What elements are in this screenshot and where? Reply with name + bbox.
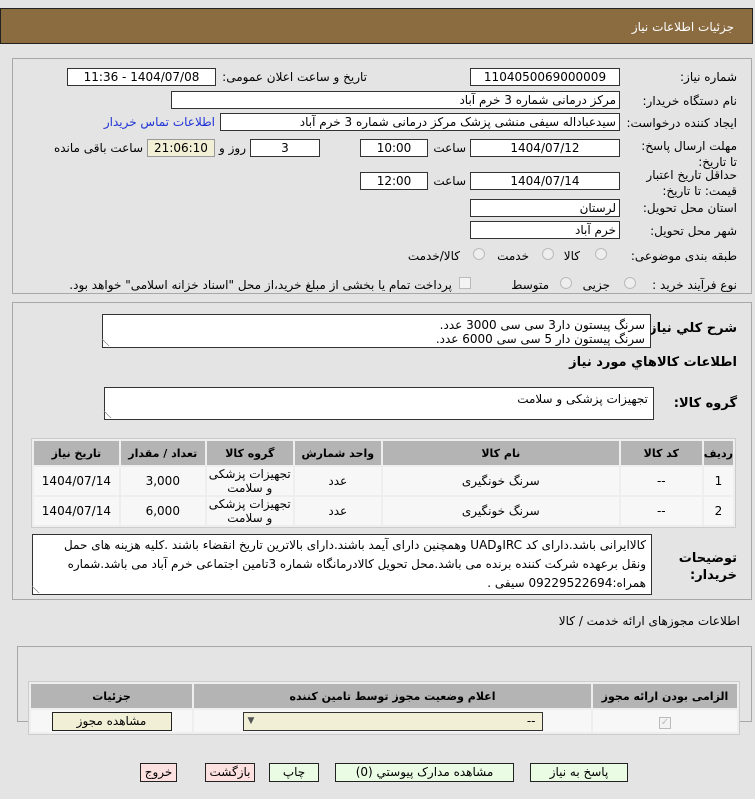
back-button[interactable]: بازگشت bbox=[205, 763, 255, 782]
desc-textarea[interactable]: کالاایرانی باشد.دارای کد IRCوUAD وهمچنین… bbox=[31, 534, 652, 595]
col-header: جزئیات bbox=[31, 684, 192, 708]
page-header: جزئیات اطلاعات نیاز bbox=[0, 8, 753, 44]
desc-label: توضیحات خریدار: bbox=[678, 551, 737, 583]
page-title: جزئیات اطلاعات نیاز bbox=[631, 20, 734, 34]
group-textarea[interactable]: تجهیزات پزشکی و سلامت bbox=[103, 387, 654, 420]
col-header: اعلام وضعیت مجوز توسط تامین کننده bbox=[194, 684, 591, 708]
cell: 6,000 bbox=[120, 497, 205, 525]
deadline-date-field: 1404/07/12 bbox=[470, 139, 620, 157]
process-radio-minor[interactable] bbox=[624, 277, 636, 289]
group-value: تجهیزات پزشکی و سلامت bbox=[517, 392, 648, 406]
need-number-field: 1104050069000009 bbox=[470, 68, 620, 86]
table-row: ✓ -- ▼ مشاهده مجوز bbox=[31, 710, 737, 732]
category-radio-goods-service[interactable] bbox=[473, 248, 485, 260]
details-cell: مشاهده مجوز bbox=[31, 710, 192, 732]
category-option-goods: کالا bbox=[563, 249, 580, 263]
cell: تجهیزات پزشکی و سلامت bbox=[206, 497, 293, 525]
permits-table: الزامی بودن ارائه مجوز اعلام وضعیت مجوز … bbox=[28, 681, 740, 735]
cell: 1 bbox=[703, 467, 733, 495]
table-row: 2 -- سرنگ خونگیری عدد تجهیزات پزشکی و سلامت 6… bbox=[34, 497, 733, 525]
permit-status-select[interactable]: -- ▼ bbox=[242, 711, 543, 731]
buyer-field: مرکز درمانی شماره 3 خرم آباد bbox=[171, 91, 620, 109]
col-header: ردیف bbox=[703, 441, 733, 465]
buyer-contact-link[interactable]: اطلاعات تماس خریدار bbox=[103, 115, 215, 129]
attachments-button[interactable]: مشاهده مدارک پیوستي (0) bbox=[335, 763, 514, 782]
days-field: 3 bbox=[250, 139, 320, 157]
deadline-time-label: ساعت bbox=[433, 141, 466, 155]
group-label: گروه کالا: bbox=[673, 396, 737, 411]
announce-label: تاریخ و ساعت اعلان عمومی: bbox=[222, 70, 367, 84]
resize-grip-icon[interactable] bbox=[31, 586, 46, 593]
remaining-time-field: 21:06:10 bbox=[147, 139, 215, 157]
reply-button[interactable]: پاسخ به نیاز bbox=[530, 763, 628, 782]
goods-table: ردیف کد کالا نام کالا واحد شمارش گروه کا… bbox=[31, 438, 736, 528]
cell: 1404/07/14 bbox=[34, 467, 119, 495]
cell: -- bbox=[620, 497, 702, 525]
cell: 3,000 bbox=[120, 467, 205, 495]
creator-field: سیدعباداله سیفی منشی پزشک مرکز درمانی شم… bbox=[220, 113, 620, 131]
cell: سرنگ خونگیری bbox=[382, 467, 619, 495]
print-button[interactable]: چاپ bbox=[269, 763, 319, 782]
col-header: واحد شمارش bbox=[294, 441, 381, 465]
cell: 2 bbox=[703, 497, 733, 525]
col-header: کد کالا bbox=[620, 441, 702, 465]
cell: عدد bbox=[294, 467, 381, 495]
remaining-label: ساعت باقی مانده bbox=[53, 141, 143, 155]
cell: -- bbox=[620, 467, 702, 495]
process-label: نوع فرآیند خرید : bbox=[652, 278, 737, 292]
validity-label: حداقل تاریخ اعتبار قیمت: تا تاریخ: bbox=[646, 168, 737, 198]
permits-title: اطلاعات مجوزهای ارائه خدمت / کالا bbox=[558, 614, 740, 628]
days-label: روز و bbox=[219, 141, 246, 155]
summary-line: سرنگ پیستون دار 5 سی سی 6000 عدد. bbox=[435, 332, 645, 346]
desc-value: کالاایرانی باشد.دارای کد IRCوUAD وهمچنین… bbox=[63, 538, 646, 590]
view-permit-button[interactable]: مشاهده مجوز bbox=[51, 711, 172, 731]
cell: سرنگ خونگیری bbox=[382, 497, 619, 525]
cell: 1404/07/14 bbox=[34, 497, 119, 525]
validity-time-label: ساعت bbox=[433, 174, 466, 188]
exit-button[interactable]: خروج bbox=[140, 763, 177, 782]
select-value: -- bbox=[526, 713, 536, 728]
process-radio-medium[interactable] bbox=[560, 277, 572, 289]
goods-title: اطلاعات کالاهاي مورد نیاز bbox=[569, 355, 737, 370]
col-header: تاریخ نیاز bbox=[34, 441, 119, 465]
category-option-goods-service: کالا/خدمت bbox=[407, 249, 460, 263]
city-field: خرم آباد bbox=[470, 221, 620, 239]
validity-date-field: 1404/07/14 bbox=[470, 172, 620, 190]
cell: عدد bbox=[294, 497, 381, 525]
category-radio-goods[interactable] bbox=[595, 248, 607, 260]
process-option-minor: جزیی bbox=[582, 278, 610, 292]
validity-time-field: 12:00 bbox=[360, 172, 428, 190]
table-row: 1 -- سرنگ خونگیری عدد تجهیزات پزشکی و سلامت 3… bbox=[34, 467, 733, 495]
category-radio-service[interactable] bbox=[542, 248, 554, 260]
buyer-label: نام دستگاه خریدار: bbox=[642, 94, 738, 108]
payment-checkbox[interactable] bbox=[459, 277, 471, 289]
summary-label: شرح کلي نیاز: bbox=[643, 321, 737, 336]
category-label: طبقه بندی موضوعی: bbox=[630, 249, 737, 263]
deadline-label: مهلت ارسال پاسخ: تا تاریخ: bbox=[641, 139, 737, 169]
cell: تجهیزات پزشکی و سلامت bbox=[206, 467, 293, 495]
col-header: گروه کالا bbox=[206, 441, 293, 465]
col-header: الزامی بودن ارائه مجوز bbox=[593, 684, 737, 708]
summary-textarea[interactable]: سرنگ پیستون دار3 سی سی 3000 عدد. سرنگ پی… bbox=[101, 314, 651, 348]
creator-label: ایجاد کننده درخواست: bbox=[626, 116, 737, 130]
province-label: استان محل تحویل: bbox=[642, 201, 737, 215]
deadline-time-field: 10:00 bbox=[360, 139, 428, 157]
announce-field: 1404/07/08 - 11:36 bbox=[67, 68, 216, 86]
province-field: لرستان bbox=[470, 199, 620, 217]
col-header: نام کالا bbox=[382, 441, 619, 465]
payment-note: پرداخت تمام یا بخشی از مبلغ خرید،از محل … bbox=[69, 278, 452, 292]
city-label: شهر محل تحویل: bbox=[650, 224, 737, 238]
summary-line: سرنگ پیستون دار3 سی سی 3000 عدد. bbox=[439, 318, 645, 332]
need-number-label: شماره نیاز: bbox=[680, 70, 737, 84]
required-cell: ✓ bbox=[593, 710, 737, 732]
chevron-down-icon: ▼ bbox=[247, 715, 255, 726]
process-option-medium: متوسط bbox=[511, 278, 549, 292]
col-header: تعداد / مقدار bbox=[120, 441, 205, 465]
checkmark-icon: ✓ bbox=[659, 716, 671, 729]
status-cell: -- ▼ bbox=[194, 710, 591, 732]
category-option-service: خدمت bbox=[497, 249, 529, 263]
resize-grip-icon[interactable] bbox=[103, 411, 118, 418]
